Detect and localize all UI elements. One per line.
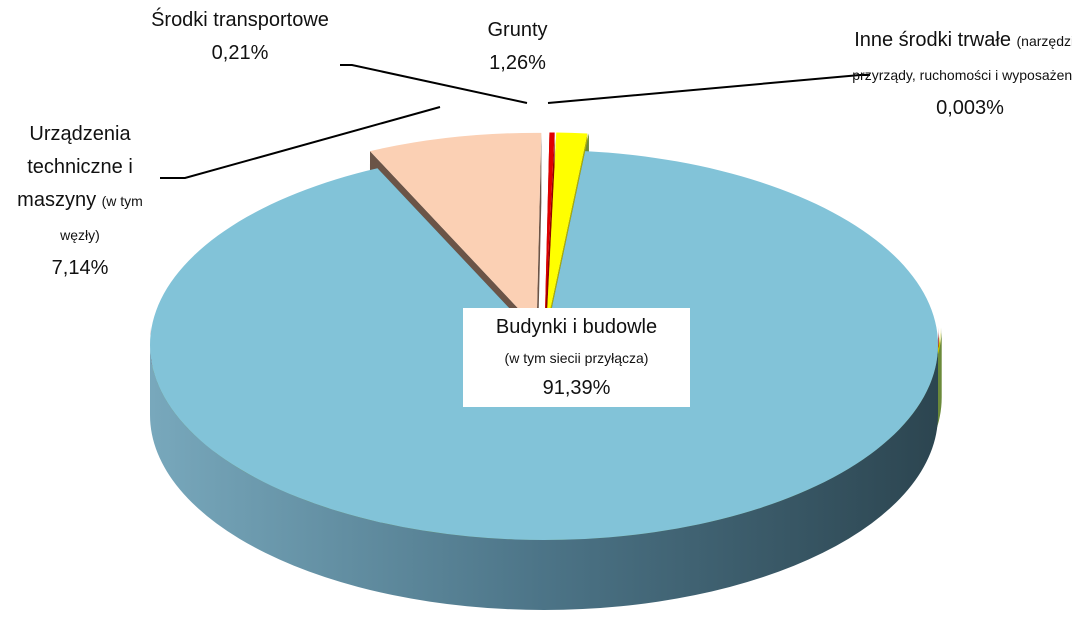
category-note: (narzędzia, przyrządy, ruchomości i wypo… bbox=[852, 33, 1072, 83]
slice bbox=[547, 133, 589, 328]
slice bbox=[544, 132, 555, 328]
slice bbox=[546, 132, 588, 328]
value-label: 0,003% bbox=[936, 97, 1004, 119]
value-label: 91,39% bbox=[542, 377, 611, 399]
value-label: 7,14% bbox=[51, 257, 109, 279]
slice bbox=[369, 132, 542, 328]
slice-label: Budynki i budowle (w tym siecii przyłącza… bbox=[463, 308, 690, 407]
value-label: 0,21% bbox=[211, 42, 269, 64]
leader-line bbox=[160, 106, 441, 179]
slice-side bbox=[150, 345, 938, 610]
category-name: Środki transportowe bbox=[151, 9, 329, 31]
slice-label: Grunty 1,26% bbox=[450, 14, 585, 80]
slice-label: Inne środki trwałe (narzędzia, przyrządy… bbox=[850, 24, 1072, 125]
leader-line bbox=[547, 74, 870, 104]
leader-line bbox=[340, 64, 528, 104]
category-note: (w tym siecii przyłącza) bbox=[504, 350, 649, 366]
slice-label: Środki transportowe 0,21% bbox=[150, 4, 330, 70]
slice-label: Urządzenia techniczne i maszyny (w tym w… bbox=[5, 118, 155, 285]
value-label: 1,26% bbox=[489, 52, 546, 74]
category-name: Urządzenia techniczne i maszyny bbox=[17, 123, 133, 211]
category-note: (w tym węzły) bbox=[60, 193, 143, 243]
category-name: Grunty bbox=[487, 19, 548, 41]
category-name: Inne środki trwałe bbox=[854, 29, 1011, 51]
category-name: Budynki i budowle bbox=[495, 316, 658, 338]
